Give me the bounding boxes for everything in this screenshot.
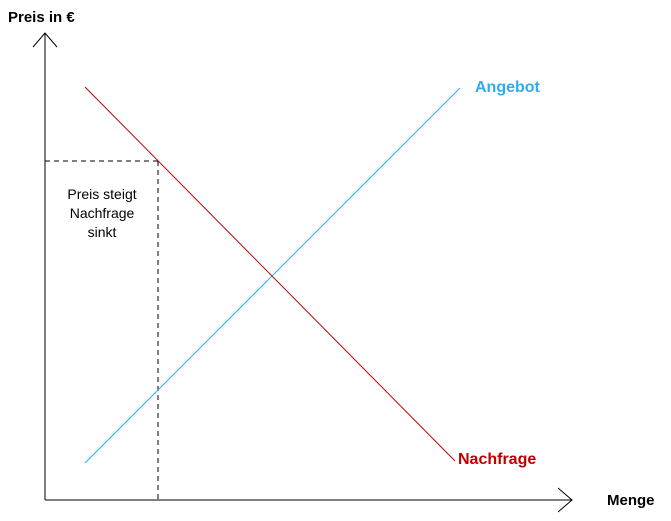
annotation-line-1: Preis steigt [67, 186, 136, 202]
x-axis-label: Menge [607, 492, 655, 509]
y-axis-label: Preis in € [8, 9, 75, 26]
supply-curve [84, 87, 461, 464]
supply-curve-label: Angebot [475, 79, 541, 96]
demand-curve [84, 86, 456, 462]
annotation-line-2: Nachfrage [70, 205, 135, 221]
demand-curve-label: Nachfrage [458, 451, 536, 468]
annotation-line-3: sinkt [88, 224, 117, 240]
x-axis-arrowhead [557, 487, 573, 513]
y-axis-arrowhead [32, 32, 58, 48]
